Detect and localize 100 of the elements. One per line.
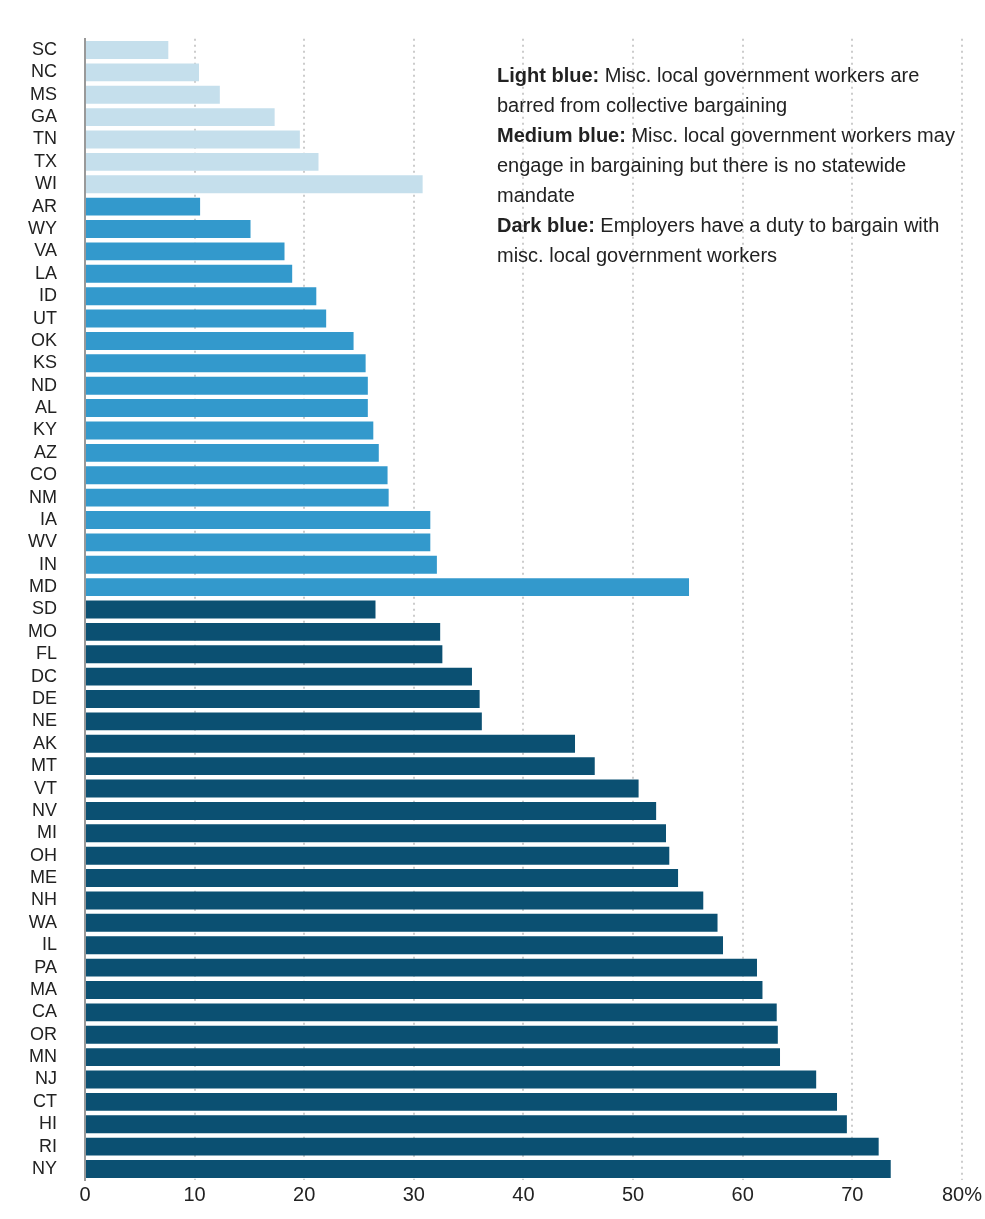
y-tick-label: RI xyxy=(39,1135,57,1156)
y-tick-label: MN xyxy=(29,1046,57,1067)
annotation: Dark blue: Employers have a duty to bargain with misc. local government workers xyxy=(497,214,940,266)
bar xyxy=(86,981,763,999)
bar xyxy=(86,801,657,820)
x-tick-label: 80% xyxy=(941,1182,983,1205)
x-tick-label: 10 xyxy=(183,1182,206,1205)
bar xyxy=(86,130,300,149)
bar xyxy=(86,958,757,977)
y-tick-label: WA xyxy=(28,911,57,932)
x-tick-label: 50 xyxy=(621,1182,645,1205)
y-tick-label: PA xyxy=(34,956,57,977)
y-tick-label: NJ xyxy=(35,1068,57,1089)
bar xyxy=(86,511,431,529)
y-tick-label: NM xyxy=(29,486,57,507)
y-tick-label: IA xyxy=(39,508,57,529)
bar xyxy=(86,555,437,574)
y-tick-label: VT xyxy=(33,777,57,798)
y-tick-label: TN xyxy=(33,128,57,149)
y-tick-label: FL xyxy=(35,643,57,664)
bar xyxy=(86,63,199,82)
y-tick-label: NC xyxy=(31,61,57,82)
y-tick-label: NE xyxy=(31,710,57,731)
bar xyxy=(86,287,317,306)
y-tick-label: TX xyxy=(33,150,57,171)
bar xyxy=(86,622,441,641)
bar xyxy=(86,1160,891,1178)
y-tick-label: MO xyxy=(28,620,57,641)
y-tick-label: SD xyxy=(31,598,57,619)
bar xyxy=(86,645,443,664)
x-tick-label: 40 xyxy=(512,1182,535,1205)
bar xyxy=(86,533,431,552)
bar xyxy=(86,443,379,462)
y-tick-label: HI xyxy=(39,1113,57,1134)
y-tick-label: IN xyxy=(39,553,57,574)
y-tick-label: KY xyxy=(32,419,57,440)
y-tick-label: CO xyxy=(30,464,57,485)
y-tick-label: VA xyxy=(34,240,57,261)
bar xyxy=(86,466,388,485)
y-tick-label: LA xyxy=(34,262,57,283)
x-tick-label: 20 xyxy=(293,1182,316,1205)
bar xyxy=(86,578,690,597)
bar xyxy=(86,600,376,619)
bar xyxy=(86,1070,817,1089)
y-tick-label: NY xyxy=(31,1157,57,1178)
y-tick-label: OR xyxy=(30,1023,57,1044)
x-tick-label: 70 xyxy=(841,1182,864,1205)
bar xyxy=(86,399,368,418)
bar xyxy=(86,667,472,686)
bar xyxy=(86,690,480,708)
bar xyxy=(86,421,374,440)
bar xyxy=(86,1048,781,1067)
bar xyxy=(86,913,718,932)
bar xyxy=(86,1137,879,1156)
bar xyxy=(86,41,169,59)
y-tick-label: WY xyxy=(28,218,57,238)
y-tick-label: GA xyxy=(30,106,57,127)
y-tick-label: MD xyxy=(29,576,57,597)
y-tick-label: SC xyxy=(31,38,57,59)
y-tick-label: IL xyxy=(41,934,57,955)
y-tick-label: UT xyxy=(33,307,57,328)
bar xyxy=(86,1003,777,1022)
bar xyxy=(86,152,319,171)
y-tick-label: AZ xyxy=(33,441,57,462)
y-tick-label: DC xyxy=(31,665,57,686)
y-tick-label: CA xyxy=(31,1001,57,1022)
y-tick-label: ND xyxy=(31,374,57,395)
x-tick-label: 30 xyxy=(402,1182,425,1205)
y-tick-label: DE xyxy=(31,687,57,708)
y-tick-label: OH xyxy=(30,844,57,865)
bar xyxy=(86,734,576,753)
y-tick-label: KS xyxy=(32,352,57,373)
y-tick-label: OK xyxy=(30,329,57,350)
bar xyxy=(86,376,368,395)
bar xyxy=(86,220,251,238)
y-tick-label: WV xyxy=(28,531,57,552)
annotation: Light blue: Misc. local government workers are barred from collective bargaining xyxy=(497,64,920,116)
bar xyxy=(86,846,670,865)
y-tick-label: MI xyxy=(37,822,57,843)
bar xyxy=(86,891,704,910)
bar xyxy=(86,712,482,731)
y-tick-label: ME xyxy=(30,867,57,888)
bar xyxy=(86,264,293,283)
bar xyxy=(86,1092,838,1111)
y-tick-label: AL xyxy=(34,397,57,418)
bar xyxy=(86,309,327,328)
bar xyxy=(86,824,666,843)
y-tick-label: MA xyxy=(30,978,57,999)
bar xyxy=(86,85,220,104)
bar xyxy=(86,869,679,888)
bar xyxy=(86,936,724,955)
y-tick-label: MT xyxy=(31,755,57,776)
y-tick-label: NV xyxy=(31,799,57,820)
y-tick-label: MS xyxy=(30,83,57,104)
bar xyxy=(86,779,639,798)
bar xyxy=(86,757,595,776)
bar xyxy=(86,175,423,194)
bar xyxy=(86,1025,778,1044)
y-tick-label: WI xyxy=(35,173,57,194)
y-tick-label: ID xyxy=(39,285,57,306)
